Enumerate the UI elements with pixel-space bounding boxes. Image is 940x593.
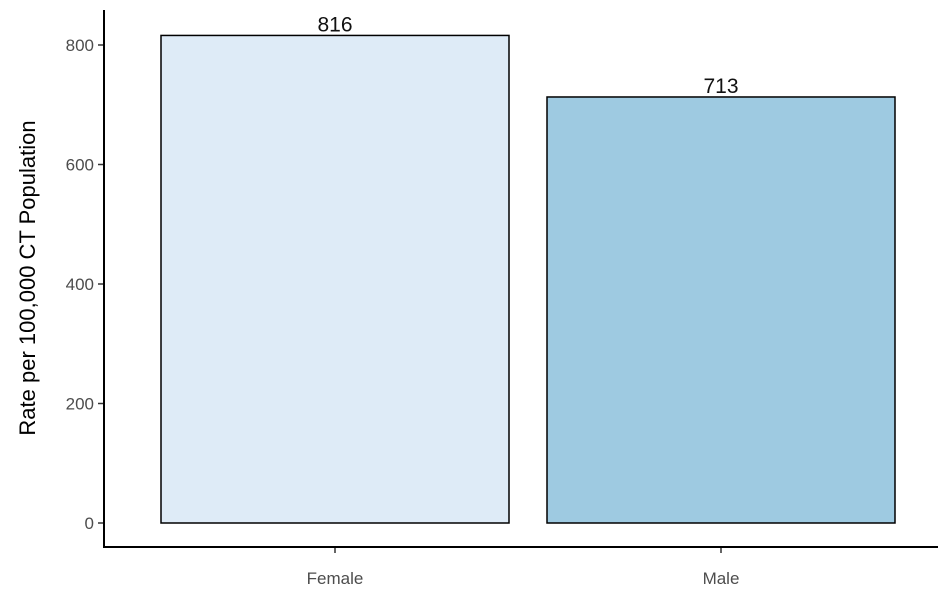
y-tick-label: 0 bbox=[85, 514, 94, 533]
x-axis-ticks: Female Male bbox=[307, 547, 740, 588]
y-tick-label: 200 bbox=[66, 395, 94, 414]
bars bbox=[160, 34, 896, 524]
bar-male bbox=[546, 96, 896, 524]
data-label-male: 713 bbox=[703, 75, 738, 98]
data-label-female: 816 bbox=[317, 13, 352, 36]
y-axis-ticks: 0 200 400 600 800 bbox=[66, 36, 104, 533]
x-tick-label-male: Male bbox=[703, 569, 740, 588]
y-axis-title: Rate per 100,000 CT Population bbox=[15, 120, 40, 435]
y-tick-label: 800 bbox=[66, 36, 94, 55]
y-tick-label: 400 bbox=[66, 275, 94, 294]
data-labels: 816 713 bbox=[317, 13, 738, 98]
x-tick-label-female: Female bbox=[307, 569, 364, 588]
y-tick-label: 600 bbox=[66, 156, 94, 175]
y-axis-title-group: Rate per 100,000 CT Population bbox=[15, 120, 40, 435]
bar-female bbox=[160, 34, 510, 524]
